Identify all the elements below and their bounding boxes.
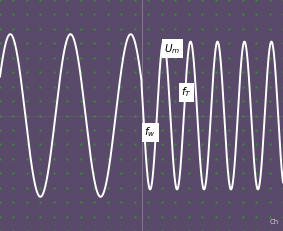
Text: $f_T$: $f_T$ <box>181 85 192 99</box>
Text: Ch: Ch <box>269 219 279 225</box>
Text: $U_m$: $U_m$ <box>164 42 180 56</box>
Text: $f_w$: $f_w$ <box>144 125 156 139</box>
